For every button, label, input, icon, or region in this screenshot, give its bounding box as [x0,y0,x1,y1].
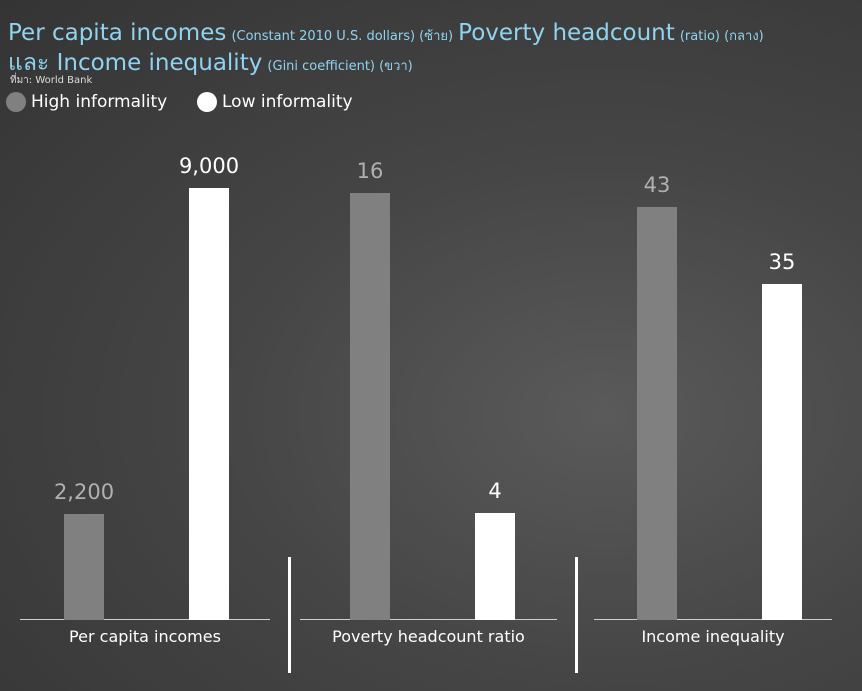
baseline [300,619,557,620]
title-main: Per capita incomes [8,20,227,46]
value-label: 9,000 [178,154,240,178]
source: ที่มา: World Bank [10,75,93,86]
legend-swatch [197,92,217,112]
bar [762,284,802,620]
legend-swatch [6,92,26,112]
divider [575,557,578,673]
bar [475,513,515,620]
title-note: (ratio) (กลาง) [679,29,764,44]
title-note: (Constant 2010 U.S. dollars) (ซ้าย) [231,29,454,44]
legend-item: High informality [6,92,167,112]
title-main: Poverty headcount [458,20,675,46]
bar [64,514,104,620]
value-label: 2,200 [53,480,115,505]
title-note: (Gini coefficient) (ขวา) [267,59,413,74]
legend-item: Low informality [197,92,353,112]
category-label: Income inequality [641,627,785,646]
baseline [594,619,832,620]
value-label: 16 [356,159,384,184]
title: Per capita incomes (Constant 2010 U.S. d… [8,20,848,80]
value-label: 35 [768,250,796,274]
divider [288,557,291,673]
value-label: 4 [488,479,502,504]
bar [637,207,677,620]
bar [350,193,390,620]
bar [189,188,229,620]
value-label: 43 [643,173,671,198]
title-main: และ Income inequality [8,50,263,76]
baseline [20,619,270,620]
legend-label: Low informality [222,92,353,112]
legend-label: High informality [31,92,168,112]
category-label: Poverty headcount ratio [332,627,525,646]
category-label: Per capita incomes [69,627,221,646]
